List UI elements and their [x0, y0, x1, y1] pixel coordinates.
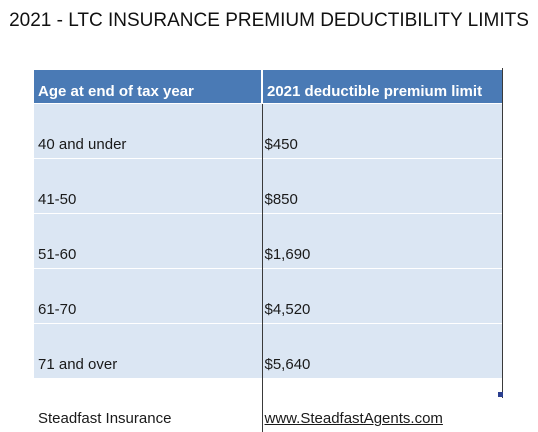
company-name: Steadfast Insurance — [34, 378, 262, 432]
limit-cell: $1,690 — [261, 213, 503, 269]
age-cell: 40 and under — [34, 103, 262, 159]
table-row: 41-50 $850 — [34, 158, 503, 214]
limit-cell: $4,520 — [261, 268, 503, 324]
table-row: 51-60 $1,690 — [34, 213, 503, 269]
column-header-limit: 2021 deductible premium limit — [261, 70, 503, 104]
limits-table-container: Age at end of tax year 2021 deductible p… — [34, 50, 503, 432]
age-cell: 51-60 — [34, 213, 262, 269]
limits-table: Age at end of tax year 2021 deductible p… — [34, 50, 503, 432]
page-title: 2021 - LTC INSURANCE PREMIUM DEDUCTIBILI… — [9, 10, 529, 31]
footer-row: Steadfast Insurance www.SteadfastAgents.… — [34, 378, 503, 432]
limit-cell: $5,640 — [261, 323, 503, 378]
resize-handle[interactable] — [498, 392, 503, 397]
table-row: 40 and under $450 — [34, 103, 503, 159]
website-link[interactable]: www.SteadfastAgents.com — [264, 410, 443, 427]
age-cell: 41-50 — [34, 158, 262, 214]
table-spacer — [34, 50, 503, 70]
limit-cell: $450 — [261, 103, 503, 159]
table-row: 71 and over $5,640 — [34, 323, 503, 378]
limit-cell: $850 — [261, 158, 503, 214]
table-header-row: Age at end of tax year 2021 deductible p… — [34, 70, 503, 104]
age-cell: 61-70 — [34, 268, 262, 324]
age-cell: 71 and over — [34, 323, 262, 378]
table-row: 61-70 $4,520 — [34, 268, 503, 324]
table-right-border — [502, 68, 503, 398]
column-header-age: Age at end of tax year — [34, 70, 262, 104]
